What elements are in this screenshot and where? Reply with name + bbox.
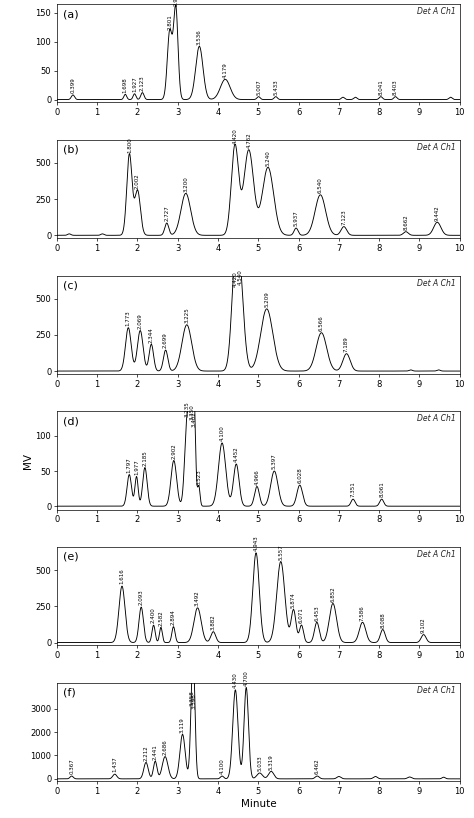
Y-axis label: MV: MV <box>23 452 33 469</box>
Text: 4.452: 4.452 <box>234 447 239 462</box>
Text: 3.882: 3.882 <box>211 614 216 630</box>
Text: 9.442: 9.442 <box>435 204 440 221</box>
Text: 4.420: 4.420 <box>232 128 237 144</box>
Text: 1.797: 1.797 <box>127 457 132 473</box>
Text: 3.492: 3.492 <box>195 591 200 606</box>
Text: 3.398: 3.398 <box>191 694 196 709</box>
Text: 6.453: 6.453 <box>314 605 319 621</box>
Text: 2.344: 2.344 <box>149 326 154 343</box>
Text: 4.430: 4.430 <box>233 672 238 688</box>
Text: 6.566: 6.566 <box>319 315 324 331</box>
Text: 7.123: 7.123 <box>341 209 346 225</box>
Text: 4.100: 4.100 <box>219 425 225 441</box>
Text: 3.536: 3.536 <box>197 29 202 44</box>
Text: 5.557: 5.557 <box>278 544 283 560</box>
Text: 7.189: 7.189 <box>344 336 349 352</box>
Text: (a): (a) <box>63 9 79 19</box>
Text: 3.350: 3.350 <box>189 404 194 420</box>
Text: Det A Ch1: Det A Ch1 <box>417 550 456 559</box>
Text: 5.319: 5.319 <box>269 754 273 770</box>
Text: 8.041: 8.041 <box>378 79 383 95</box>
Text: 1.927: 1.927 <box>132 76 137 92</box>
Text: 4.179: 4.179 <box>223 62 228 78</box>
Text: (c): (c) <box>63 281 78 290</box>
Text: 2.441: 2.441 <box>153 744 158 759</box>
Text: 8.061: 8.061 <box>379 482 384 497</box>
Text: 2.699: 2.699 <box>163 333 168 348</box>
Text: 2.902: 2.902 <box>171 443 176 459</box>
Text: 8.088: 8.088 <box>380 612 385 627</box>
Text: 6.462: 6.462 <box>315 758 320 775</box>
Text: 4.540: 4.540 <box>237 270 242 285</box>
Text: 1.977: 1.977 <box>134 459 139 475</box>
Text: Det A Ch1: Det A Ch1 <box>417 7 456 16</box>
Text: 7.351: 7.351 <box>351 482 356 497</box>
Text: 3.402: 3.402 <box>191 411 196 427</box>
Text: 5.007: 5.007 <box>256 79 261 95</box>
Text: 5.240: 5.240 <box>265 150 271 165</box>
Text: 5.937: 5.937 <box>293 210 299 227</box>
Text: 6.028: 6.028 <box>297 468 302 483</box>
Text: 1.616: 1.616 <box>119 569 125 584</box>
Text: 5.209: 5.209 <box>264 291 269 307</box>
Text: 2.123: 2.123 <box>140 75 145 91</box>
Text: 4.420: 4.420 <box>232 271 237 287</box>
Text: (d): (d) <box>63 416 79 426</box>
Text: 1.800: 1.800 <box>127 137 132 152</box>
Text: 4.966: 4.966 <box>255 469 259 485</box>
Text: 2.727: 2.727 <box>164 205 169 221</box>
Text: 6.071: 6.071 <box>299 608 304 623</box>
Text: 3.523: 3.523 <box>196 469 201 485</box>
Text: 1.698: 1.698 <box>123 77 128 92</box>
Text: 5.874: 5.874 <box>291 592 296 609</box>
Text: (b): (b) <box>63 145 79 155</box>
Text: 0.367: 0.367 <box>69 758 74 775</box>
Text: 5.033: 5.033 <box>257 756 262 771</box>
Text: 3.235: 3.235 <box>185 401 190 416</box>
Text: 1.773: 1.773 <box>126 310 131 326</box>
Text: (e): (e) <box>63 552 79 562</box>
Text: 0.399: 0.399 <box>71 78 75 93</box>
Text: Det A Ch1: Det A Ch1 <box>417 414 456 423</box>
Text: 3.225: 3.225 <box>184 308 189 323</box>
Text: (f): (f) <box>63 688 76 698</box>
Text: 4.700: 4.700 <box>244 670 249 685</box>
Text: 9.102: 9.102 <box>421 617 426 633</box>
Text: 5.397: 5.397 <box>272 453 277 470</box>
Text: 3.200: 3.200 <box>183 176 188 191</box>
Text: 6.540: 6.540 <box>318 178 323 193</box>
Text: Det A Ch1: Det A Ch1 <box>417 685 456 694</box>
Text: 2.093: 2.093 <box>139 590 144 605</box>
Text: 8.403: 8.403 <box>393 79 398 95</box>
Text: 3.358: 3.358 <box>190 690 195 706</box>
Text: 2.400: 2.400 <box>151 608 156 623</box>
Text: 2.894: 2.894 <box>171 609 176 625</box>
Text: Det A Ch1: Det A Ch1 <box>417 279 456 288</box>
Text: 2.069: 2.069 <box>138 313 143 329</box>
Text: 7.586: 7.586 <box>360 605 365 621</box>
Text: 4.762: 4.762 <box>246 133 251 148</box>
Text: 4.100: 4.100 <box>219 758 225 775</box>
Text: 2.002: 2.002 <box>135 173 140 189</box>
Text: 4.943: 4.943 <box>254 535 258 551</box>
Text: 8.662: 8.662 <box>403 214 409 230</box>
Text: 2.582: 2.582 <box>158 610 164 626</box>
Text: 3.119: 3.119 <box>180 717 185 733</box>
X-axis label: Minute: Minute <box>240 798 276 808</box>
Text: 2.686: 2.686 <box>163 739 168 755</box>
Text: 2.212: 2.212 <box>144 745 148 761</box>
Text: 5.433: 5.433 <box>273 79 278 95</box>
Text: 1.437: 1.437 <box>112 757 117 772</box>
Text: 2.951: 2.951 <box>173 0 178 7</box>
Text: 6.852: 6.852 <box>330 586 336 602</box>
Text: Det A Ch1: Det A Ch1 <box>417 143 456 152</box>
Text: 2.185: 2.185 <box>142 450 147 465</box>
Text: 2.801: 2.801 <box>167 14 172 29</box>
